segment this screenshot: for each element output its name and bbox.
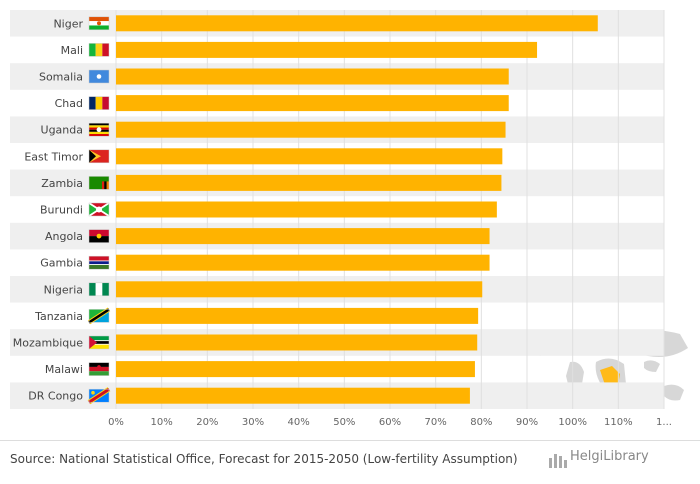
- category-label-malawi: Malawi: [45, 363, 83, 376]
- x-tick-label: 0%: [108, 417, 124, 428]
- source-note: Source: National Statistical Office, For…: [10, 452, 518, 466]
- x-tick-label: 20%: [196, 417, 218, 428]
- mali-flag-icon: [88, 43, 110, 57]
- bar-niger[interactable]: [116, 15, 598, 32]
- bar-zambia[interactable]: [116, 174, 502, 191]
- east-timor-flag-icon: [88, 149, 110, 164]
- somalia-flag-icon: [88, 69, 110, 84]
- category-label-chad: Chad: [55, 97, 83, 110]
- category-label-tanzania: Tanzania: [34, 310, 83, 323]
- chad-flag-icon: [88, 96, 110, 110]
- bar-nigeria[interactable]: [116, 281, 483, 298]
- x-tick-label: 110%: [604, 417, 633, 428]
- bar-mali[interactable]: [116, 41, 538, 58]
- x-tick-label: 40%: [288, 417, 310, 428]
- bar-chart: Niger Mali Somalia Chad Uganda East Timor Zamb…: [10, 10, 688, 428]
- category-label-angola: Angola: [45, 230, 83, 243]
- category-label-gambia: Gambia: [40, 257, 83, 270]
- x-tick-label: 100%: [558, 417, 587, 428]
- x-tick-label: 60%: [379, 417, 401, 428]
- gambia-flag-icon: [88, 255, 110, 270]
- dr-congo-flag-icon: [87, 387, 111, 405]
- bar-gambia[interactable]: [116, 254, 490, 271]
- bar-uganda[interactable]: [116, 121, 506, 138]
- bar-burundi[interactable]: [116, 201, 497, 218]
- burundi-flag-icon: [88, 202, 110, 217]
- x-tick-label: 10%: [151, 417, 173, 428]
- mozambique-flag-icon: [88, 335, 110, 350]
- x-tick-label: 80%: [470, 417, 492, 428]
- uganda-flag-icon: [88, 122, 110, 137]
- x-tick-label: 50%: [333, 417, 355, 428]
- brand-logo-text: HelgiLibrary: [570, 449, 649, 464]
- zambia-flag-icon: [88, 176, 110, 190]
- bar-east-timor[interactable]: [116, 148, 503, 165]
- bar-somalia[interactable]: [116, 68, 509, 85]
- category-label-burundi: Burundi: [40, 204, 83, 217]
- bar-dr-congo[interactable]: [116, 387, 470, 404]
- category-label-zambia: Zambia: [41, 177, 83, 190]
- helgi-library-logo-icon: [549, 454, 567, 468]
- category-label-east-timor: East Timor: [24, 150, 83, 163]
- x-tick-label: 30%: [242, 417, 264, 428]
- category-label-mali: Mali: [61, 44, 83, 57]
- x-tick-label: 1...: [656, 417, 672, 428]
- category-label-uganda: Uganda: [41, 124, 83, 137]
- tanzania-flag-icon: [87, 307, 111, 325]
- niger-flag-icon: [88, 16, 110, 31]
- chart-footer: Source: National Statistical Office, For…: [0, 440, 700, 484]
- bar-malawi[interactable]: [116, 361, 475, 378]
- bar-mozambique[interactable]: [116, 334, 478, 351]
- category-label-niger: Niger: [53, 17, 83, 30]
- bar-angola[interactable]: [116, 228, 490, 245]
- x-tick-label: 70%: [425, 417, 447, 428]
- category-label-mozambique: Mozambique: [13, 337, 83, 350]
- category-label-somalia: Somalia: [39, 71, 83, 84]
- x-tick-label: 90%: [516, 417, 538, 428]
- nigeria-flag-icon: [88, 282, 110, 297]
- angola-flag-icon: [88, 229, 110, 243]
- bar-tanzania[interactable]: [116, 307, 479, 324]
- bar-chad[interactable]: [116, 95, 509, 112]
- category-label-nigeria: Nigeria: [44, 283, 83, 296]
- category-label-dr-congo: DR Congo: [28, 390, 83, 403]
- malawi-flag-icon: [88, 362, 110, 376]
